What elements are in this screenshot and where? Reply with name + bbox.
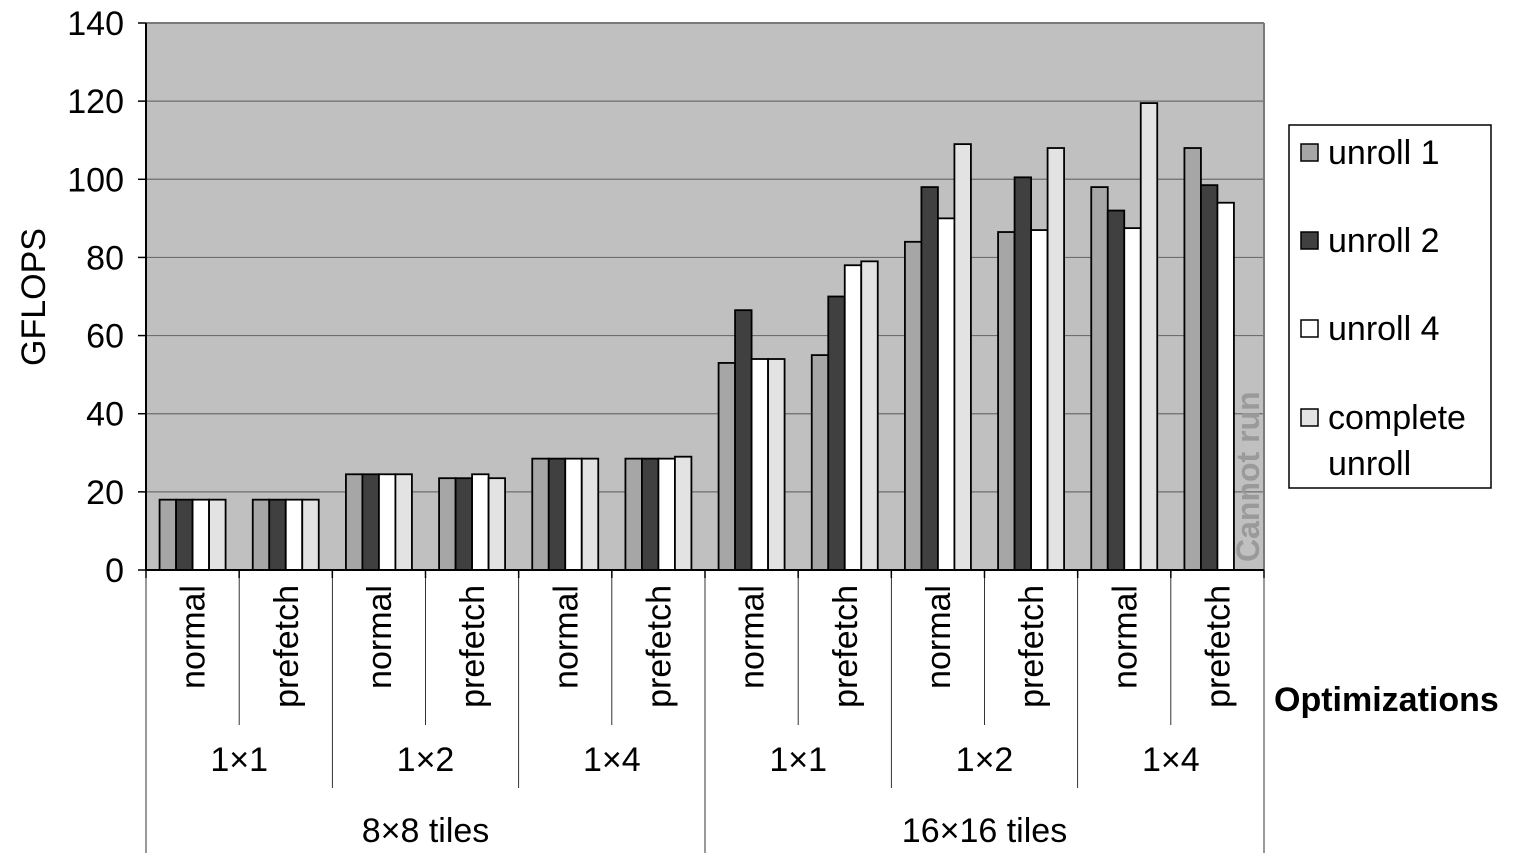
legend-label-complete-unroll-line1: complete	[1328, 399, 1466, 437]
bar-unroll-1-0	[158, 498, 177, 571]
bar-unroll-4-5	[657, 457, 676, 571]
y-axis-ticks: 0 20 40 60 80 100 120 140	[67, 5, 147, 590]
bar-unroll-4-3	[471, 473, 490, 571]
x-tick-label-prefetch: prefetch	[640, 585, 678, 708]
x-tick-label-normal: normal	[920, 585, 958, 689]
unroll-group-label: 1×4	[1142, 741, 1200, 779]
y-tick-label: 60	[86, 318, 124, 356]
unroll-group-label: 1×2	[397, 741, 455, 779]
bar-unroll-1-7	[810, 354, 830, 571]
bar-unroll-1-4	[531, 457, 550, 571]
bar-complete-unroll-3	[487, 477, 506, 571]
bar-unroll-1-2	[345, 473, 364, 571]
bar-unroll-2-9	[1013, 176, 1032, 571]
bar-unroll-1-3	[438, 477, 457, 571]
bar-unroll-2-10	[1106, 209, 1126, 571]
bar-unroll-2-4	[547, 457, 567, 571]
bar-unroll-1-10	[1090, 186, 1109, 571]
legend-label-complete-unroll-line2: unroll	[1328, 445, 1411, 483]
unroll-group-label: 1×4	[583, 741, 641, 779]
cannot-run-annotation: Cannot run	[1230, 391, 1266, 562]
plot-area	[146, 23, 1264, 570]
bar-unroll-2-6	[734, 309, 753, 571]
bar-unroll-2-7	[827, 295, 846, 571]
x-tick-label-normal: normal	[1106, 585, 1144, 689]
x-axis-label: Optimizations	[1274, 681, 1499, 719]
bar-unroll-1-9	[997, 231, 1016, 571]
bar-unroll-2-3	[454, 477, 473, 571]
legend-swatch-complete-unroll	[1300, 408, 1319, 427]
legend-box	[1288, 124, 1492, 489]
bar-unroll-4-4	[564, 457, 583, 571]
bar-complete-unroll-6	[767, 358, 786, 571]
y-tick-label: 20	[86, 474, 124, 512]
bar-unroll-1-11	[1183, 147, 1202, 571]
x-tick-label-normal: normal	[547, 585, 585, 689]
bar-unroll-4-6	[750, 358, 769, 571]
bar-unroll-2-2	[361, 473, 380, 571]
y-tick-label: 100	[67, 161, 124, 199]
bar-complete-unroll-7	[860, 260, 879, 571]
y-tick-label: 40	[86, 396, 124, 434]
unroll-group-label: 1×1	[210, 741, 268, 779]
y-tick-label: 0	[105, 552, 124, 590]
bar-complete-unroll-10	[1139, 102, 1159, 571]
tile-group-label: 16×16 tiles	[902, 812, 1067, 850]
bar-complete-unroll-9	[1046, 147, 1065, 571]
legend-label-unroll-1: unroll 1	[1328, 134, 1440, 172]
bar-unroll-4-2	[378, 473, 397, 571]
bar-unroll-1-6	[717, 362, 736, 571]
y-tick-label: 120	[67, 83, 124, 121]
x-tick-label-normal: normal	[734, 585, 772, 689]
bar-unroll-2-0	[175, 498, 194, 571]
y-tick-label: 80	[86, 239, 124, 277]
legend-swatch-unroll-1	[1300, 143, 1319, 162]
tile-group-label: 8×8 tiles	[362, 812, 490, 850]
y-tick-label: 140	[67, 5, 124, 43]
bar-complete-unroll-2	[394, 473, 413, 571]
x-axis-table: normal prefetch normal prefetch normal prefet…	[145, 569, 1265, 853]
bar-unroll-1-1	[251, 498, 271, 571]
x-tick-label-normal: normal	[361, 585, 399, 689]
legend-swatch-unroll-4	[1300, 319, 1319, 338]
unroll-group-label: 1×1	[769, 741, 827, 779]
gridlines	[146, 22, 1265, 570]
bar-unroll-2-1	[268, 498, 287, 571]
bar-unroll-2-8	[920, 186, 939, 571]
x-tick-label-prefetch: prefetch	[827, 585, 865, 708]
bar-complete-unroll-4	[580, 457, 600, 571]
bar-unroll-4-9	[1030, 229, 1049, 571]
bar-unroll-4-7	[843, 264, 863, 571]
bar-unroll-4-8	[937, 217, 956, 571]
bar-complete-unroll-8	[953, 143, 972, 571]
x-tick-label-prefetch: prefetch	[268, 585, 306, 708]
bar-unroll-4-1	[284, 498, 304, 571]
bar-unroll-2-11	[1200, 184, 1219, 571]
bar-unroll-2-5	[641, 457, 660, 571]
legend: unroll 1 unroll 2 unroll 4 complete unro…	[1288, 124, 1492, 489]
bar-complete-unroll-0	[208, 498, 227, 571]
bar-complete-unroll-5	[674, 455, 693, 571]
legend-swatch-unroll-2	[1300, 231, 1319, 250]
legend-label-unroll-2: unroll 2	[1328, 222, 1440, 260]
bar-unroll-4-10	[1123, 227, 1142, 571]
y-axis-label: GFLOPS	[15, 228, 53, 366]
bar-unroll-1-8	[904, 240, 923, 571]
x-tick-label-prefetch: prefetch	[1013, 585, 1051, 708]
legend-label-unroll-4: unroll 4	[1328, 310, 1440, 348]
unroll-group-label: 1×2	[956, 741, 1014, 779]
bar-unroll-1-5	[624, 457, 643, 571]
x-tick-label-normal: normal	[175, 585, 213, 689]
x-tick-label-prefetch: prefetch	[1199, 585, 1237, 708]
x-tick-label-prefetch: prefetch	[454, 585, 492, 708]
bar-complete-unroll-1	[301, 498, 320, 571]
bar-unroll-4-0	[191, 498, 210, 571]
